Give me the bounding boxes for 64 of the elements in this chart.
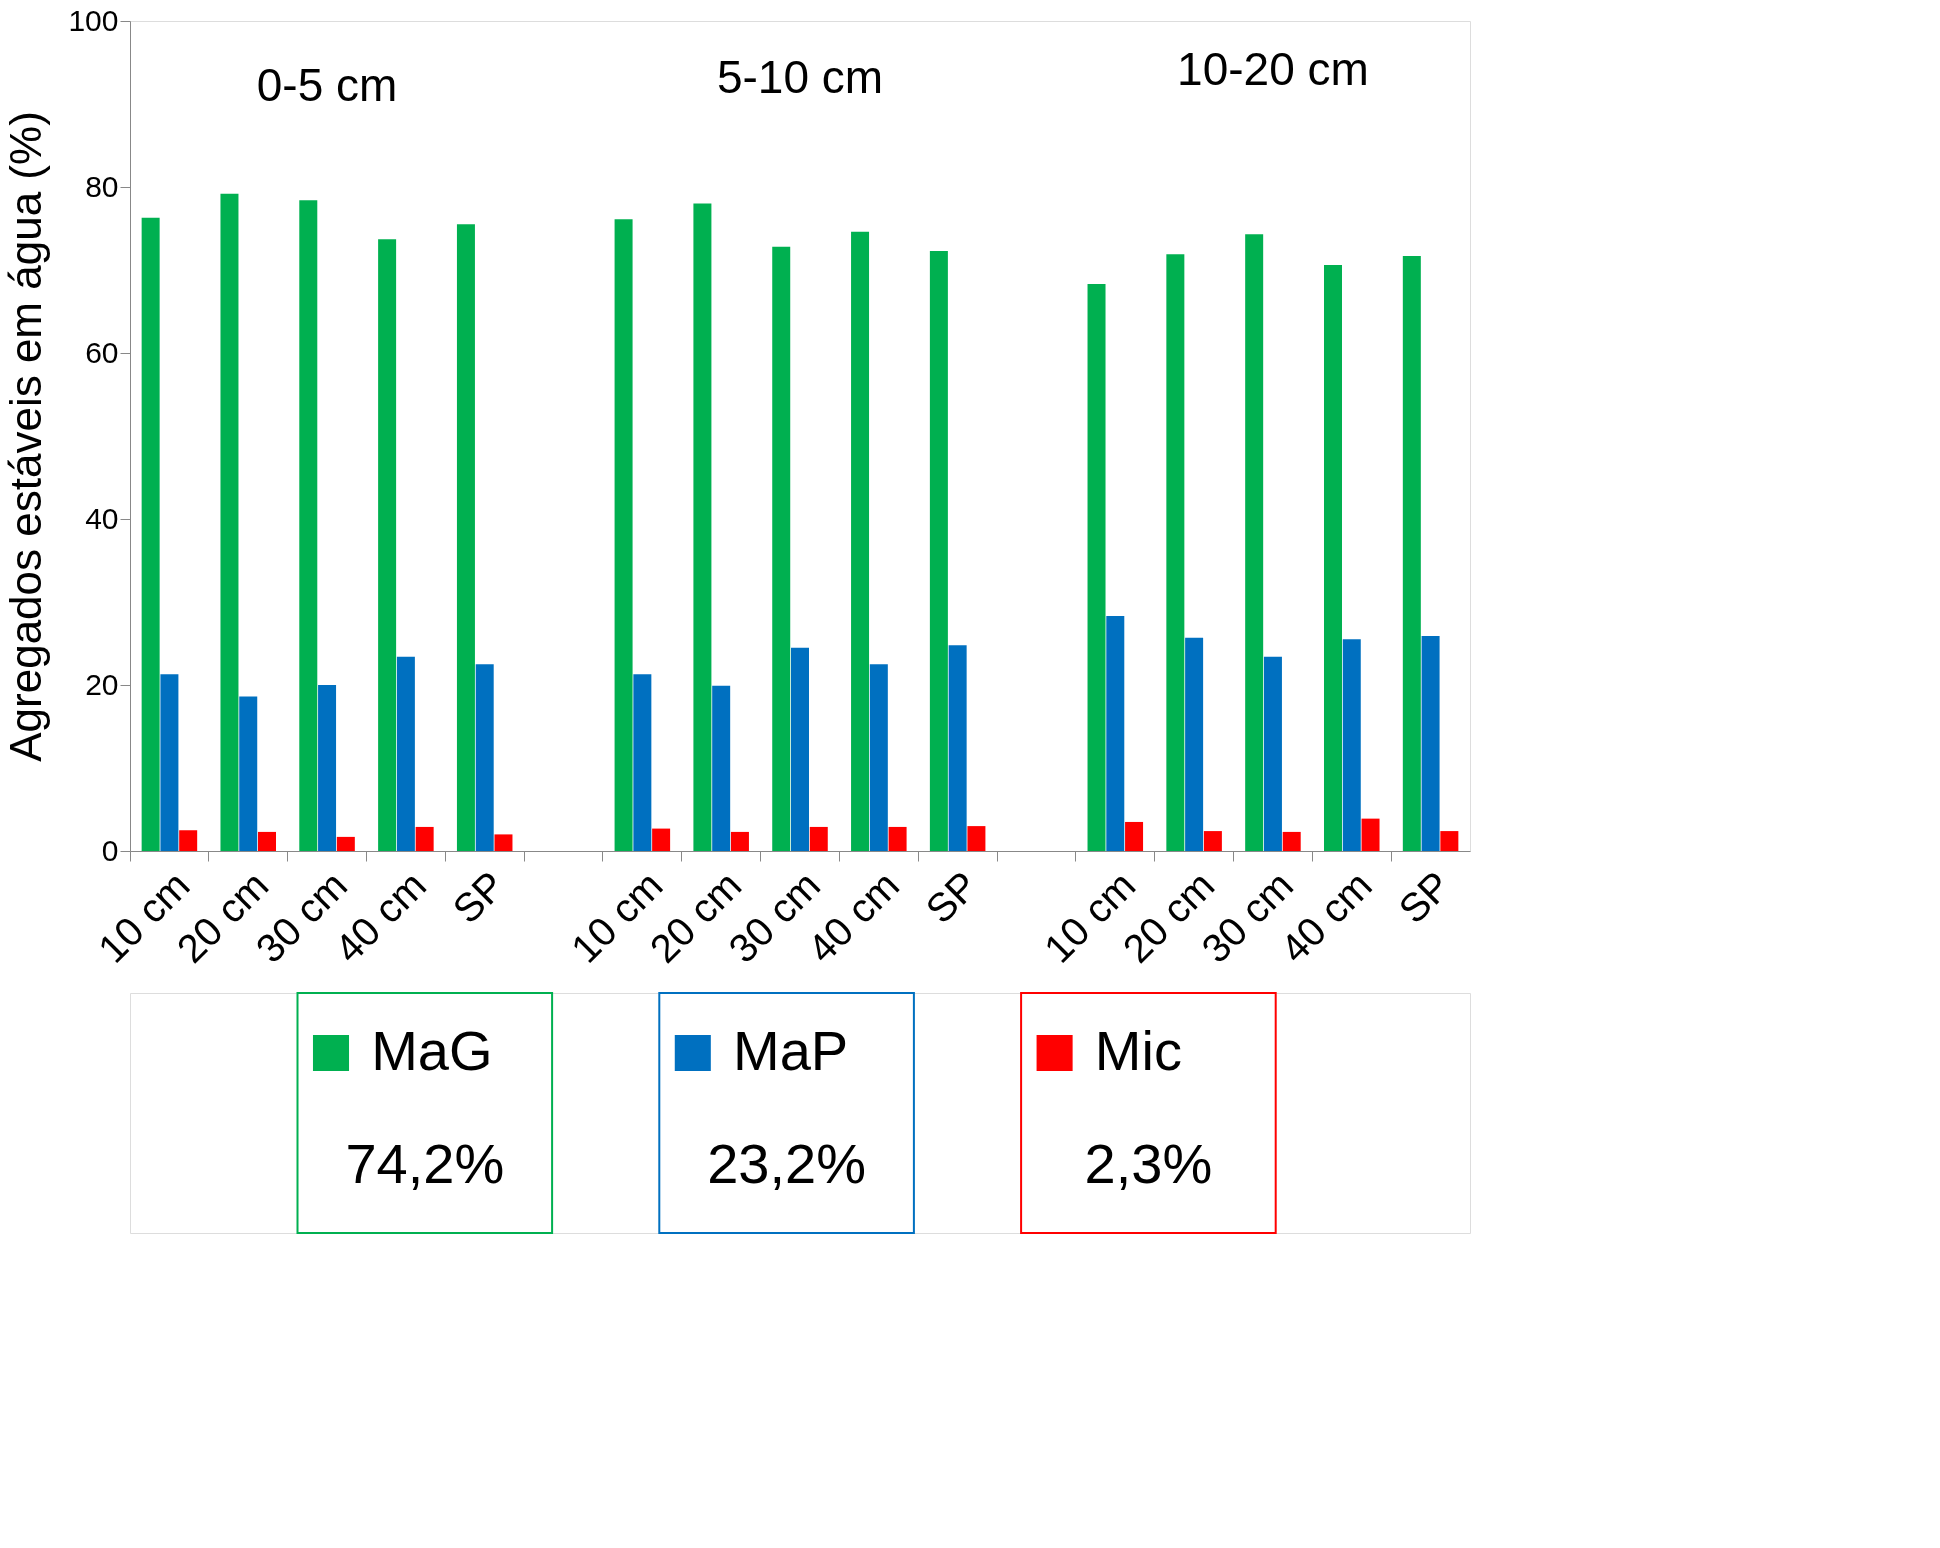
legend-label: MaP: [733, 1019, 849, 1082]
bar: [179, 830, 198, 851]
y-tick-label: 100: [68, 3, 119, 37]
bar: [712, 685, 731, 851]
annotation: 10-20 cm: [1177, 42, 1369, 95]
bar: [929, 250, 948, 851]
bar: [693, 203, 712, 851]
bar: [220, 193, 239, 851]
bar: [415, 826, 434, 851]
bar: [772, 246, 791, 851]
bar: [1263, 656, 1282, 851]
text: 2,3%: [1084, 1131, 1213, 1195]
bar: [1440, 831, 1459, 851]
bar: [1282, 831, 1301, 851]
bar: [258, 831, 276, 851]
bar: [888, 826, 907, 851]
bar: [1324, 265, 1342, 851]
bar: [1166, 254, 1185, 851]
annotation: 0-5 cm: [256, 59, 398, 112]
legend-label: Mic: [1094, 1019, 1182, 1082]
bar: [1245, 234, 1264, 851]
bar: [730, 831, 749, 851]
x-tick-label: SP: [1390, 862, 1459, 932]
y-tick-label: 40: [85, 501, 119, 535]
bar: [633, 674, 652, 851]
bar: [1361, 818, 1380, 851]
bar: [967, 826, 986, 851]
bar: [1106, 616, 1125, 851]
bar: [948, 645, 967, 851]
annotation: 5-10 cm: [716, 51, 884, 104]
bar: [1342, 639, 1361, 851]
y-tick-label: 20: [85, 667, 119, 701]
legend-label: MaG: [371, 1019, 493, 1082]
bar: [141, 217, 160, 851]
bar: [791, 647, 809, 851]
bar: [378, 239, 397, 851]
x-tick-label: SP: [917, 862, 986, 932]
bar: [1421, 636, 1440, 851]
bar: [1402, 255, 1421, 851]
bar: [396, 656, 415, 851]
bar: [299, 200, 318, 851]
bar: [336, 836, 355, 851]
bar: [475, 664, 494, 851]
x-tick-label: SP: [444, 862, 513, 932]
bar: [494, 834, 513, 851]
bar: [652, 828, 671, 851]
bar: [614, 219, 633, 851]
bar: [851, 231, 870, 851]
bar: [318, 685, 337, 851]
text: 23,2%: [707, 1131, 866, 1195]
y-axis-title: Agregados estáveis em água (%): [1, 111, 51, 762]
y-tick-label: 80: [85, 169, 119, 203]
bar: [869, 664, 888, 851]
bar: [1087, 284, 1106, 851]
bar: [1203, 831, 1222, 851]
y-tick-label: 0: [101, 833, 119, 867]
text: 74,2%: [345, 1131, 505, 1195]
bar: [1125, 821, 1144, 851]
bar: [809, 826, 828, 851]
bar: [456, 224, 475, 851]
bar: [239, 696, 258, 851]
y-tick-label: 60: [85, 335, 119, 369]
bar: [1185, 637, 1204, 851]
bar: [160, 674, 179, 851]
